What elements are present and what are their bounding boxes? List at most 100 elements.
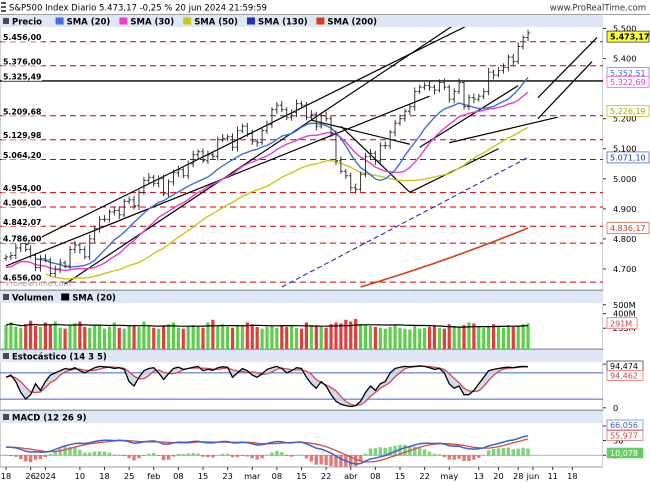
level-label-bg <box>2 106 42 116</box>
macd-value-tag-bg <box>606 447 644 459</box>
legend-label: SMA (30) <box>130 18 174 28</box>
legend-label: SMA (130) <box>258 18 308 28</box>
macd-histogram-bar <box>9 455 13 457</box>
macd-histogram-bar <box>270 452 274 456</box>
price-bar <box>279 100 284 113</box>
level-label-bg <box>2 217 42 227</box>
macd-histogram-bar <box>467 455 471 461</box>
macd-histogram-bar <box>127 455 131 459</box>
macd-histogram-bar <box>285 455 289 457</box>
x-tick-label: 18 <box>99 471 109 481</box>
macd-histogram-bar <box>152 453 156 456</box>
instrument-icon-bar <box>1 6 6 8</box>
volume-bar <box>526 323 530 349</box>
level-label-bg <box>2 234 42 244</box>
volume-bar <box>127 325 131 349</box>
x-tick-label: 08 <box>173 471 183 481</box>
panel-header-bg <box>0 350 603 362</box>
price-bar <box>225 134 230 142</box>
macd-histogram-bar <box>4 455 8 456</box>
level-label: 4.656,00 <box>2 273 42 283</box>
price-bar <box>117 206 122 220</box>
macd-value-tag-bg <box>606 419 644 431</box>
macd-histogram-bar <box>462 455 466 462</box>
price-value-tag-bg <box>606 76 650 88</box>
macd-histogram-bar <box>280 452 284 456</box>
price-bar <box>63 260 68 269</box>
price-bar <box>501 63 506 74</box>
x-tick-label: feb <box>147 471 160 481</box>
volume-bar <box>393 325 397 349</box>
x-tick-label: 22 <box>419 471 429 481</box>
volume-bar <box>68 326 72 349</box>
volume-panel-header: Volumen SMA (20) <box>0 291 603 304</box>
price-bar <box>191 150 196 168</box>
price-value-tag-text: 5.071,10 <box>610 153 646 162</box>
volume-bar <box>235 325 240 349</box>
price-bar <box>122 198 127 218</box>
volume-bar <box>265 326 269 349</box>
volume-bar <box>255 326 259 349</box>
volume-bar <box>250 324 254 349</box>
stochastic-k-line <box>5 365 529 408</box>
price-bar <box>378 142 383 164</box>
volume-bar <box>472 323 476 349</box>
volume-bar <box>171 322 176 349</box>
volume-bar <box>122 328 126 349</box>
macd-histogram-bar <box>211 455 215 458</box>
macd-histogram-bar <box>230 455 235 458</box>
price-bar <box>333 130 338 165</box>
level-label-bg <box>2 71 42 81</box>
price-bar <box>97 216 102 233</box>
legend-swatch <box>183 17 192 25</box>
price-bar <box>38 255 43 272</box>
level-label-bg <box>2 183 42 193</box>
panel-collapse-icon <box>3 294 9 300</box>
price-bar <box>53 265 58 278</box>
price-bar <box>476 93 481 102</box>
volume-bar <box>378 327 382 349</box>
volume-bar <box>14 326 18 349</box>
volume-bar <box>373 326 377 349</box>
legend-label: SMA (20) <box>67 18 111 28</box>
price-bar <box>388 129 393 150</box>
price-bar <box>13 243 18 260</box>
macd-histogram-bar <box>521 447 525 456</box>
price-bar <box>457 78 462 95</box>
macd-histogram-bar <box>501 447 506 456</box>
watermark: ProRealTime.com <box>6 279 71 288</box>
price-bar <box>289 109 294 121</box>
macd-histogram-bar <box>166 455 171 460</box>
volume-bar <box>97 325 102 349</box>
macd-histogram-bar <box>496 448 501 456</box>
volume-bar <box>152 327 156 349</box>
macd-histogram-bar <box>240 455 245 457</box>
price-plot <box>0 27 603 288</box>
macd-histogram-bar <box>491 449 496 456</box>
x-tick-label: 26 <box>25 471 35 481</box>
level-label: 4.906,00 <box>2 198 42 208</box>
macd-value-tag: 55,977 <box>606 430 644 441</box>
volume-bar <box>457 326 461 349</box>
macd-histogram-bar <box>334 455 338 469</box>
macd-histogram-bar <box>368 448 373 456</box>
level-label: 4.954,00 <box>2 183 42 193</box>
volume-bar <box>388 326 392 349</box>
level-label: 4.842,07 <box>2 217 42 227</box>
macd-histogram-bar <box>245 455 250 457</box>
price-bar <box>255 138 260 147</box>
price-bar <box>338 156 343 174</box>
price-value-tag-bg <box>606 30 650 43</box>
macd-histogram-bar <box>171 455 176 457</box>
price-bar <box>521 35 526 50</box>
panel-header-bg <box>0 291 603 303</box>
volume-bar <box>482 327 486 349</box>
level-label-text: 4.656,00 <box>3 274 42 283</box>
volume-bar <box>447 324 451 349</box>
panel-collapse-icon <box>3 18 9 24</box>
panel-header-bg <box>0 15 603 27</box>
macd-histogram-bar <box>132 455 136 461</box>
macd-histogram-bar <box>422 449 427 456</box>
title-bar <box>0 0 650 14</box>
volume-bar <box>58 327 62 349</box>
